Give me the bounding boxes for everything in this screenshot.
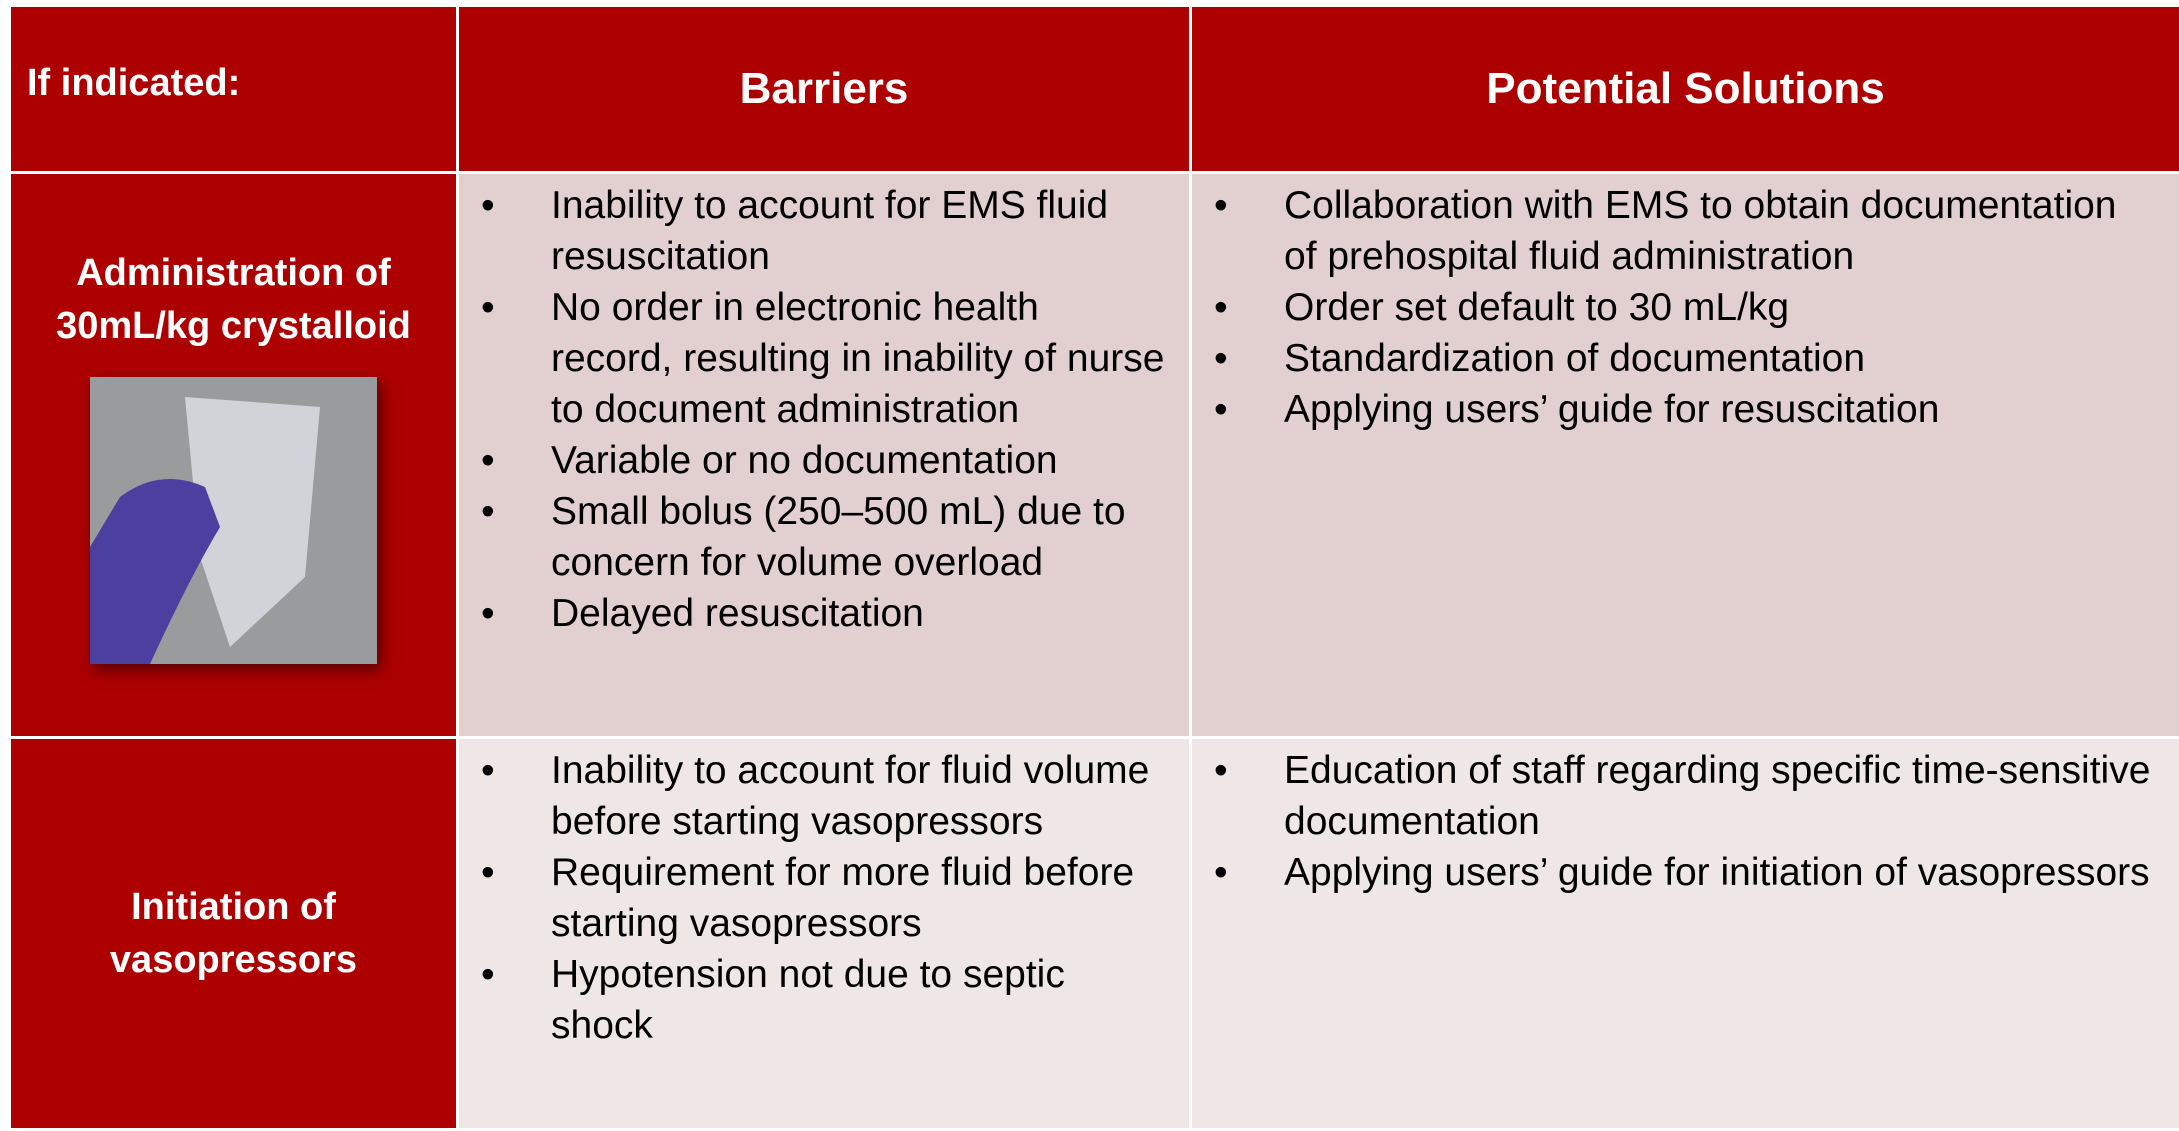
list-item: Collaboration with EMS to obtain documen… [1192, 180, 2159, 282]
header-cell: If indicated: [11, 7, 459, 174]
list-item: Inability to account for fluid volume be… [459, 745, 1169, 847]
list-item: Inability to account for EMS fluid resus… [459, 180, 1169, 282]
solutions-list: Education of staff regarding specific ti… [1192, 739, 2179, 898]
row-label: Initiation of vasopressors [109, 885, 358, 981]
list-item: Order set default to 30 mL/kg [1192, 282, 2159, 333]
list-item: Education of staff regarding specific ti… [1192, 745, 2159, 847]
solutions-cell: Collaboration with EMS to obtain documen… [1192, 174, 2179, 739]
row-label: Administration of 30mL/kg crystalloid [56, 251, 411, 347]
list-item: Requirement for more fluid before starti… [459, 847, 1169, 949]
list-item: Applying users’ guide for initiation of … [1192, 847, 2159, 898]
header-cell: Potential Solutions [1192, 7, 2179, 174]
list-item: Hypotension not due to septic shock [459, 949, 1169, 1051]
list-item: Applying users’ guide for resuscitation [1192, 384, 2159, 435]
table: If indicated: Barriers Potential Solutio… [11, 7, 2179, 1131]
list-item: Variable or no documentation [459, 435, 1169, 486]
barriers-cell: Inability to account for EMS fluid resus… [459, 174, 1192, 739]
header-cell: Barriers [459, 7, 1192, 174]
list-item: Standardization of documentation [1192, 333, 2159, 384]
solutions-cell: Education of staff regarding specific ti… [1192, 739, 2179, 1131]
barriers-list: Inability to account for fluid volume be… [459, 739, 1189, 1051]
solutions-list: Collaboration with EMS to obtain documen… [1192, 174, 2179, 435]
list-item: No order in electronic health record, re… [459, 282, 1169, 435]
photo-art [90, 376, 377, 664]
barriers-cell: Inability to account for fluid volume be… [459, 739, 1192, 1131]
barriers-list: Inability to account for EMS fluid resus… [459, 174, 1189, 639]
fluid-bag-photo [90, 376, 377, 664]
row-label-cell: Administration of 30mL/kg crystalloid [11, 174, 459, 739]
list-item: Small bolus (250–500 mL) due to concern … [459, 486, 1169, 588]
list-item: Delayed resuscitation [459, 588, 1169, 639]
row-label-cell: Initiation of vasopressors [11, 739, 459, 1131]
